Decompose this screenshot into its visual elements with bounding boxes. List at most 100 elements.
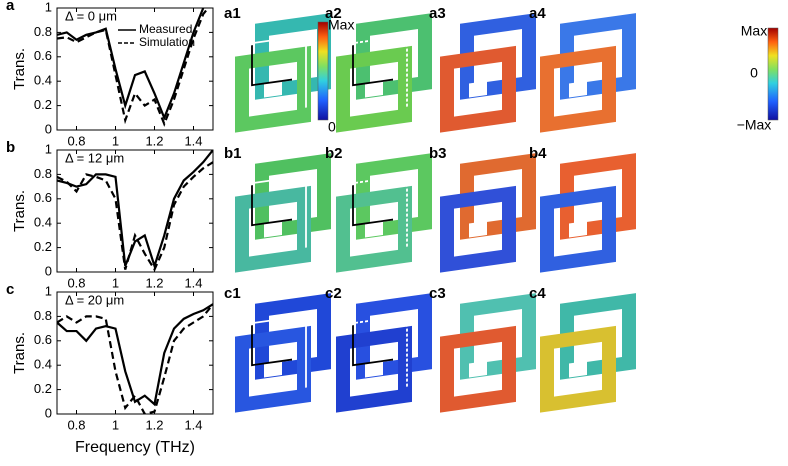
ring-gap <box>365 360 383 378</box>
y-tick-label: 0.6 <box>34 332 52 347</box>
annotation: Δ = 12 μm <box>65 150 124 165</box>
ring-gap <box>469 220 487 238</box>
panel-label: a4 <box>529 5 546 22</box>
y-axis-label: Trans. <box>11 190 28 232</box>
y-tick-label: 0.8 <box>34 166 52 181</box>
ring <box>235 325 311 413</box>
panel-label: a3 <box>429 5 446 22</box>
plot-frame <box>56 7 214 131</box>
ring-gap <box>569 220 587 238</box>
ring-gap <box>569 360 587 378</box>
current-path <box>355 34 408 108</box>
panel-label: a <box>6 0 15 14</box>
panel-label: b1 <box>224 145 242 162</box>
colorbar-label: 0 <box>328 119 336 135</box>
field-map <box>336 153 432 273</box>
current-path <box>251 185 292 227</box>
y-tick-label: 0.6 <box>34 48 52 63</box>
ring <box>540 45 616 133</box>
field-map <box>235 13 331 133</box>
panel-label: a2 <box>325 5 342 22</box>
colorbar-label: −Max <box>737 117 772 133</box>
field-map <box>540 13 636 133</box>
y-tick-label: 1 <box>45 141 52 156</box>
ring <box>540 325 616 413</box>
plot-frame <box>56 149 214 273</box>
field-map <box>336 13 432 133</box>
y-tick-label: 0 <box>45 263 52 278</box>
current-path <box>254 174 307 248</box>
plot-frame <box>56 291 214 415</box>
y-axis-label: Trans. <box>11 332 28 374</box>
x-tick-label: 1.2 <box>145 417 163 432</box>
field-map <box>540 153 636 273</box>
panel-label: b2 <box>325 145 343 162</box>
y-tick-label: 0.4 <box>34 215 52 230</box>
y-tick-label: 0.2 <box>34 97 52 112</box>
panel-label: c <box>6 281 14 298</box>
x-tick-label: 1 <box>112 133 119 148</box>
ring <box>336 45 412 133</box>
colorbar <box>767 27 779 121</box>
field-map <box>440 293 536 413</box>
y-tick-label: 0.4 <box>34 73 52 88</box>
ring-gap <box>264 80 282 98</box>
ring <box>540 185 616 273</box>
current-path <box>251 325 292 367</box>
colorbar-label: Max <box>741 23 767 39</box>
x-tick-label: 1.4 <box>184 275 202 290</box>
data-line <box>57 8 210 127</box>
colorbar-label: Max <box>328 17 354 33</box>
y-tick-label: 1 <box>45 283 52 298</box>
ring-gap <box>469 360 487 378</box>
x-tick-label: 1.2 <box>145 275 163 290</box>
ring <box>235 45 311 133</box>
panel-label: b4 <box>529 145 547 162</box>
panel-label: b <box>6 139 15 156</box>
ring <box>336 325 412 413</box>
ring <box>336 185 412 273</box>
current-path <box>254 314 307 388</box>
ring-gap <box>469 80 487 98</box>
ring <box>440 185 516 273</box>
y-tick-label: 0.2 <box>34 239 52 254</box>
y-tick-label: 0.8 <box>34 24 52 39</box>
ring-gap <box>264 220 282 238</box>
y-tick-label: 0 <box>45 121 52 136</box>
colorbar <box>317 21 329 121</box>
panel-label: b3 <box>429 145 447 162</box>
current-path <box>251 45 292 87</box>
legend-label: Measured <box>139 22 192 36</box>
y-tick-label: 0.6 <box>34 190 52 205</box>
panel-label: c1 <box>224 285 241 302</box>
x-tick-label: 1 <box>112 417 119 432</box>
x-tick-label: 0.8 <box>67 133 85 148</box>
ring <box>440 45 516 133</box>
data-line <box>57 8 205 121</box>
panel-label: c3 <box>429 285 446 302</box>
ring <box>235 185 311 273</box>
annotation: Δ = 0 μm <box>65 8 117 23</box>
ring <box>440 325 516 413</box>
x-tick-label: 1.4 <box>184 133 202 148</box>
x-tick-label: 1.2 <box>145 133 163 148</box>
current-path <box>355 314 408 388</box>
panel-label: a1 <box>224 5 241 22</box>
y-tick-label: 0 <box>45 405 52 420</box>
field-map <box>440 13 536 133</box>
ring-gap <box>569 80 587 98</box>
field-map <box>336 293 432 413</box>
panel-label: c4 <box>529 285 546 302</box>
current-path <box>352 185 393 227</box>
x-tick-label: 1 <box>112 275 119 290</box>
x-axis-label: Frequency (THz) <box>75 439 195 456</box>
current-path <box>352 325 393 367</box>
legend-label: Simulation <box>139 35 195 49</box>
data-line <box>57 161 213 272</box>
ring-gap <box>365 220 383 238</box>
annotation: Δ = 20 μm <box>65 292 124 307</box>
ring-gap <box>264 360 282 378</box>
field-map <box>235 293 331 413</box>
data-line <box>57 150 213 270</box>
